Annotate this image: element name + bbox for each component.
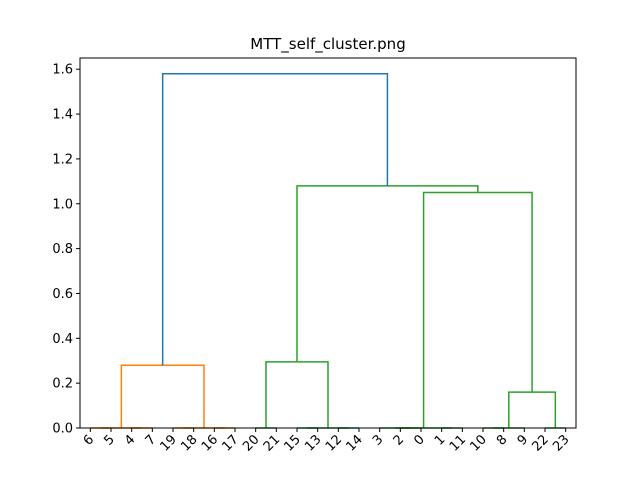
y-tick-label: 0.4: [52, 332, 73, 347]
y-tick-label: 1.4: [52, 108, 73, 123]
y-tick-label: 0.6: [52, 287, 73, 302]
y-tick-label: 0.2: [52, 377, 73, 392]
y-tick-label: 1.6: [52, 63, 73, 78]
axes-frame: [79, 57, 577, 429]
dendrogram-link: [161, 72, 389, 366]
y-tick-label: 1.0: [52, 197, 73, 212]
y-tick-label: 0.0: [52, 422, 73, 437]
chart-title: MTT_self_cluster.png: [250, 35, 405, 54]
y-tick-label: 1.2: [52, 152, 73, 167]
y-axis: 0.0 0.2 0.4 0.6 0.8 1.0 1.2 1.4 1.6: [52, 63, 80, 437]
y-tick-label: 0.8: [52, 242, 73, 257]
